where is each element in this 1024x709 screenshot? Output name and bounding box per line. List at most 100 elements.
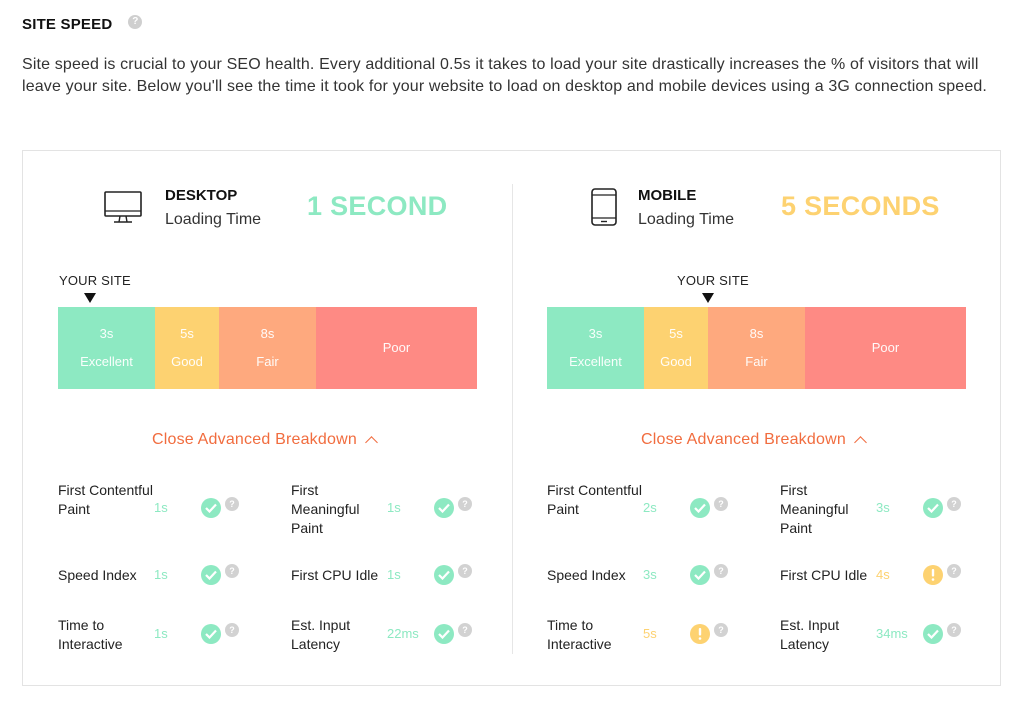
check-icon	[434, 565, 454, 585]
scale-fair-label: Fair	[745, 354, 768, 369]
warning-icon	[923, 565, 943, 585]
check-icon	[923, 498, 943, 518]
metric-label: Est. Input Latency	[780, 617, 840, 652]
metric-est-input-latency: Est. Input Latency 22ms ?	[291, 616, 481, 676]
metric-value: 1s	[387, 567, 401, 582]
close-breakdown-link[interactable]: Close Advanced Breakdown	[152, 431, 378, 449]
mobile-panel: MOBILE Loading Time 5 SECONDS YOUR SITE …	[513, 151, 1002, 687]
speed-scale-bar: 3s Excellent 5s Good 8s Fair Poor	[58, 307, 477, 389]
scale-good: 5s Good	[644, 307, 708, 389]
section-header: SITE SPEED ?	[22, 14, 143, 33]
check-icon	[201, 624, 221, 644]
metric-label: Speed Index	[547, 567, 626, 583]
scale-fair-time: 8s	[260, 326, 275, 341]
check-icon	[923, 624, 943, 644]
check-icon	[201, 498, 221, 518]
check-icon	[690, 498, 710, 518]
scale-fair-time: 8s	[749, 326, 764, 341]
mobile-phone-icon	[589, 187, 619, 232]
help-icon[interactable]: ?	[225, 623, 239, 637]
metric-value: 4s	[876, 567, 890, 582]
scale-excellent: 3s Excellent	[547, 307, 644, 389]
metric-speed-index: Speed Index 3s ?	[547, 564, 737, 626]
metric-first-meaningful-paint: First Meaningful Paint 1s ?	[291, 481, 481, 541]
help-icon[interactable]: ?	[947, 497, 961, 511]
check-icon	[434, 624, 454, 644]
help-icon[interactable]: ?	[714, 564, 728, 578]
metric-time-to-interactive: Time to Interactive 5s ?	[547, 616, 737, 676]
desktop-panel: DESKTOP Loading Time 1 SECOND YOUR SITE …	[23, 151, 512, 687]
scale-fair: 8s Fair	[708, 307, 805, 389]
page-title: SITE SPEED	[22, 16, 113, 33]
scale-excellent: 3s Excellent	[58, 307, 155, 389]
help-icon[interactable]: ?	[458, 623, 472, 637]
metric-label: First Contentful Paint	[58, 482, 153, 517]
scale-poor-label: Poor	[382, 340, 411, 355]
scale-good-label: Good	[660, 354, 692, 369]
metric-speed-index: Speed Index 1s ?	[58, 564, 248, 626]
your-site-marker	[702, 293, 714, 303]
your-site-label: YOUR SITE	[59, 273, 131, 288]
metric-value: 1s	[154, 626, 168, 641]
your-site-marker	[84, 293, 96, 303]
metric-value: 34ms	[876, 626, 908, 641]
metric-first-cpu-idle: First CPU Idle 4s ?	[780, 564, 970, 626]
panel-divider	[512, 184, 513, 654]
device-name: DESKTOP	[165, 187, 238, 204]
help-icon[interactable]: ?	[947, 623, 961, 637]
metric-value: 1s	[387, 500, 401, 515]
help-icon[interactable]: ?	[714, 497, 728, 511]
close-breakdown-label: Close Advanced Breakdown	[152, 431, 357, 448]
help-icon[interactable]: ?	[458, 497, 472, 511]
your-site-label: YOUR SITE	[677, 273, 749, 288]
metric-time-to-interactive: Time to Interactive 1s ?	[58, 616, 248, 676]
scale-fair-label: Fair	[256, 354, 279, 369]
scale-poor: Poor	[316, 307, 477, 389]
speed-card: DESKTOP Loading Time 1 SECOND YOUR SITE …	[22, 150, 1001, 686]
scale-poor: Poor	[805, 307, 966, 389]
metric-label: Time to Interactive	[547, 617, 612, 652]
help-icon[interactable]: ?	[947, 564, 961, 578]
scale-good: 5s Good	[155, 307, 219, 389]
metric-label: Est. Input Latency	[291, 617, 351, 652]
help-icon[interactable]: ?	[128, 14, 143, 29]
warning-icon	[690, 624, 710, 644]
metric-value: 2s	[643, 500, 657, 515]
help-icon[interactable]: ?	[458, 564, 472, 578]
scale-poor-label: Poor	[871, 340, 900, 355]
metric-label: First CPU Idle	[780, 567, 868, 583]
intro-text: Site speed is crucial to your SEO health…	[22, 56, 988, 95]
metric-value: 5s	[643, 626, 657, 641]
help-icon[interactable]: ?	[714, 623, 728, 637]
metric-label: Speed Index	[58, 567, 137, 583]
loading-time-value: 5 SECONDS	[781, 191, 940, 221]
scale-excellent-time: 3s	[588, 326, 603, 341]
metric-label: First Contentful Paint	[547, 482, 642, 517]
close-breakdown-link[interactable]: Close Advanced Breakdown	[641, 431, 867, 449]
metric-label: First Meaningful Paint	[291, 482, 360, 536]
scale-fair: 8s Fair	[219, 307, 316, 389]
scale-good-time: 5s	[180, 326, 194, 341]
metric-label: First CPU Idle	[291, 567, 379, 583]
device-subtitle: Loading Time	[638, 211, 735, 228]
loading-time-value: 1 SECOND	[307, 191, 448, 221]
check-icon	[434, 498, 454, 518]
scale-excellent-label: Excellent	[80, 354, 133, 369]
metric-value: 3s	[643, 567, 657, 582]
metric-label: Time to Interactive	[58, 617, 123, 652]
help-icon[interactable]: ?	[225, 497, 239, 511]
desktop-monitor-icon	[103, 187, 143, 232]
metric-est-input-latency: Est. Input Latency 34ms ?	[780, 616, 970, 676]
metric-label: First Meaningful Paint	[780, 482, 849, 536]
check-icon	[201, 565, 221, 585]
chevron-up-icon	[365, 436, 378, 449]
metric-value: 1s	[154, 567, 168, 582]
close-breakdown-label: Close Advanced Breakdown	[641, 431, 846, 448]
metric-first-contentful-paint: First Contentful Paint 1s ?	[58, 481, 248, 541]
chevron-up-icon	[854, 436, 867, 449]
metric-value: 22ms	[387, 626, 419, 641]
device-subtitle: Loading Time	[165, 211, 262, 228]
speed-scale-bar: 3s Excellent 5s Good 8s Fair Poor	[547, 307, 966, 389]
help-icon[interactable]: ?	[225, 564, 239, 578]
metric-first-cpu-idle: First CPU Idle 1s ?	[291, 564, 481, 626]
